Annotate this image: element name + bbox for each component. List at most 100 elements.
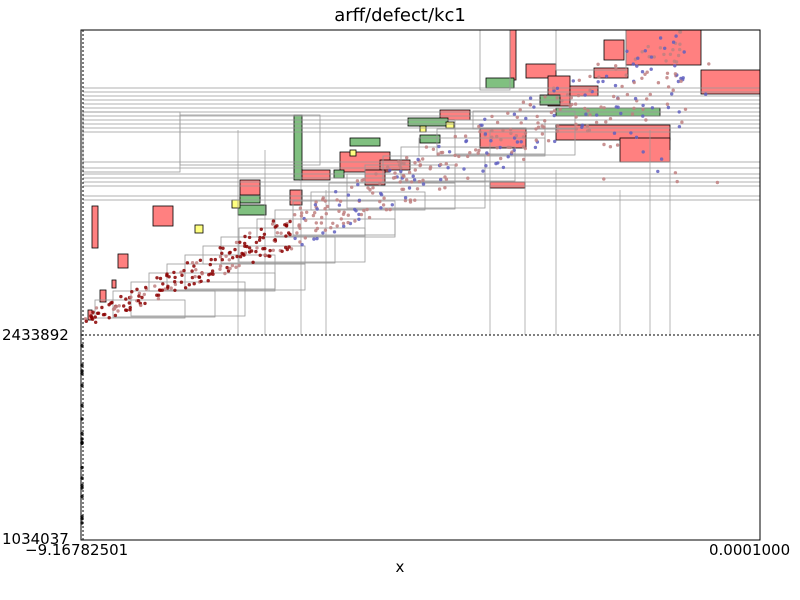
data-point — [208, 262, 212, 267]
data-point — [652, 55, 656, 59]
data-point — [228, 250, 232, 255]
data-point — [480, 123, 484, 127]
data-point — [173, 280, 177, 284]
data-point — [524, 116, 528, 121]
data-point — [476, 151, 480, 155]
data-point — [190, 269, 194, 273]
data-point — [362, 208, 366, 213]
partition-box-14 — [346, 173, 486, 209]
data-point — [153, 284, 157, 288]
data-point — [625, 49, 629, 53]
data-point — [608, 117, 613, 121]
data-point — [299, 214, 304, 218]
data-point — [424, 145, 429, 149]
region-green-7 — [419, 134, 441, 144]
data-point — [436, 152, 440, 156]
data-point — [668, 52, 673, 56]
data-point — [664, 59, 668, 63]
data-point — [287, 245, 291, 249]
data-point — [483, 132, 488, 136]
data-point — [663, 46, 667, 50]
data-point — [338, 199, 343, 203]
data-point — [421, 157, 425, 161]
data-point — [356, 182, 360, 187]
data-point — [226, 269, 231, 273]
data-point — [397, 163, 402, 167]
data-point — [443, 186, 447, 190]
region-green-1 — [237, 204, 267, 216]
data-point — [676, 53, 681, 58]
data-point — [534, 127, 538, 131]
data-point — [512, 148, 516, 152]
data-point — [518, 108, 522, 112]
data-point — [485, 151, 489, 155]
data-point — [346, 193, 351, 197]
data-point — [284, 224, 289, 228]
region-red-19 — [99, 289, 107, 303]
data-point — [707, 62, 711, 66]
data-point — [143, 301, 147, 306]
data-point — [158, 276, 163, 281]
data-point — [119, 294, 123, 299]
data-point — [399, 169, 403, 174]
data-point — [501, 128, 505, 133]
data-point — [481, 169, 485, 173]
data-point — [602, 142, 606, 147]
data-point — [396, 159, 401, 164]
data-point — [630, 112, 635, 116]
data-point — [142, 292, 146, 297]
data-point — [509, 131, 513, 136]
data-point — [158, 288, 163, 292]
region-green-9 — [239, 194, 261, 204]
data-point — [519, 121, 523, 125]
data-point — [137, 294, 141, 298]
data-point — [636, 56, 640, 60]
data-point — [658, 36, 663, 40]
data-point — [528, 96, 533, 100]
data-point — [604, 120, 608, 124]
data-point — [300, 211, 304, 215]
data-point — [199, 279, 203, 283]
data-point — [124, 297, 128, 301]
data-point — [671, 48, 675, 52]
chart-title: arff/defect/kc1 — [334, 5, 466, 26]
data-point — [258, 253, 262, 257]
data-point — [110, 300, 114, 305]
data-point — [656, 81, 661, 85]
region-red-8 — [603, 39, 625, 61]
data-point — [312, 237, 316, 241]
data-point — [573, 102, 578, 106]
data-point — [220, 251, 224, 255]
data-point — [319, 221, 324, 225]
data-point — [139, 303, 143, 308]
data-point — [386, 165, 390, 169]
data-point — [601, 79, 605, 84]
data-point — [207, 273, 211, 277]
data-point — [261, 236, 265, 240]
data-point — [583, 93, 587, 97]
data-point — [440, 150, 445, 155]
data-point — [161, 282, 165, 286]
data-point — [604, 74, 609, 79]
data-point — [643, 49, 647, 53]
data-point — [532, 105, 536, 109]
data-point — [678, 30, 683, 34]
data-point — [490, 114, 494, 119]
data-point — [96, 311, 101, 315]
data-point — [197, 275, 202, 279]
data-point — [270, 222, 275, 226]
data-point — [289, 247, 294, 251]
data-point — [390, 203, 394, 207]
data-point — [417, 179, 422, 184]
data-point — [94, 320, 98, 324]
data-point — [342, 224, 346, 228]
data-point — [401, 173, 406, 178]
data-point — [324, 212, 328, 216]
data-point — [325, 204, 330, 209]
data-point — [112, 307, 117, 311]
data-point — [337, 209, 341, 213]
data-point — [192, 264, 196, 268]
data-point — [137, 291, 142, 296]
data-point — [576, 93, 581, 98]
data-point — [428, 167, 432, 171]
